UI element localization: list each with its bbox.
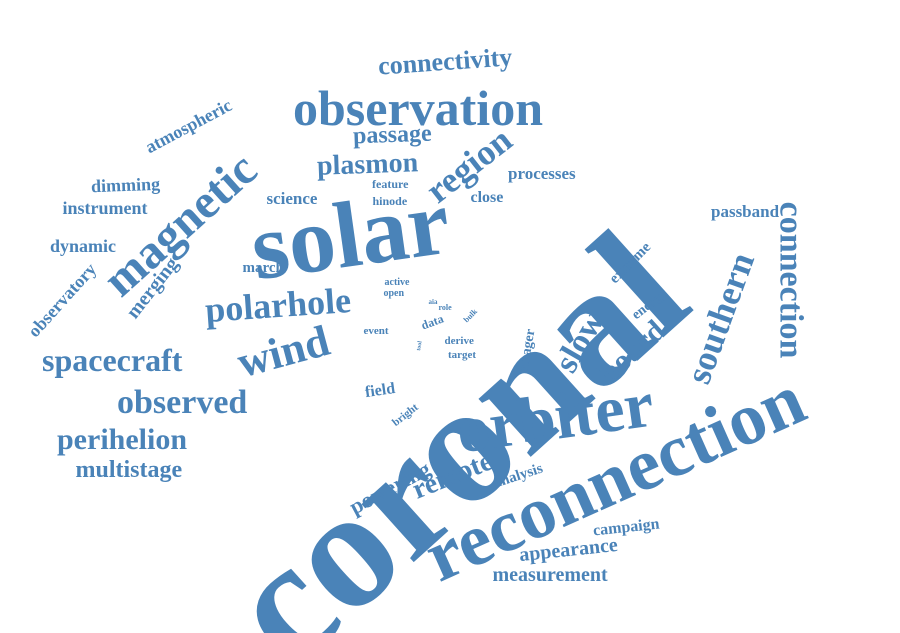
word-perihelion: perihelion: [57, 423, 188, 456]
word-spacecraft: spacecraft: [42, 342, 183, 378]
word-hinode: hinode: [372, 194, 408, 208]
word-connectivity: connectivity: [377, 42, 514, 81]
word-connection: connection: [771, 201, 809, 359]
word-dynamic: dynamic: [50, 236, 117, 256]
word-observation: observation: [293, 80, 543, 136]
word-target: target: [448, 348, 477, 361]
word-instrument: instrument: [62, 198, 148, 218]
word-atmospheric: atmospheric: [141, 94, 235, 158]
word-polarhole: polarhole: [203, 279, 353, 331]
word-data: data: [418, 311, 445, 333]
word-active: active: [384, 277, 410, 288]
word-aia: aia: [428, 297, 438, 306]
word-passage: passage: [352, 120, 432, 150]
word-role: role: [438, 303, 452, 312]
word-science: science: [266, 188, 318, 208]
word-measurement: measurement: [492, 564, 608, 586]
word-observed: observed: [117, 384, 248, 421]
word-observatory: observatory: [23, 259, 101, 341]
word-wind: wind: [231, 315, 335, 388]
word-feature: feature: [372, 177, 409, 191]
word-open: open: [383, 288, 405, 299]
word-march: march: [242, 259, 284, 276]
word-close: close: [470, 189, 504, 206]
word-derive: derive: [444, 334, 474, 347]
word-processes: processes: [508, 163, 576, 183]
word-magnetic: magnetic: [92, 142, 267, 307]
word-multistage: multistage: [75, 457, 183, 483]
word-event: event: [363, 324, 389, 337]
word-dimming: dimming: [90, 173, 160, 197]
word-passband: passband: [711, 201, 780, 221]
